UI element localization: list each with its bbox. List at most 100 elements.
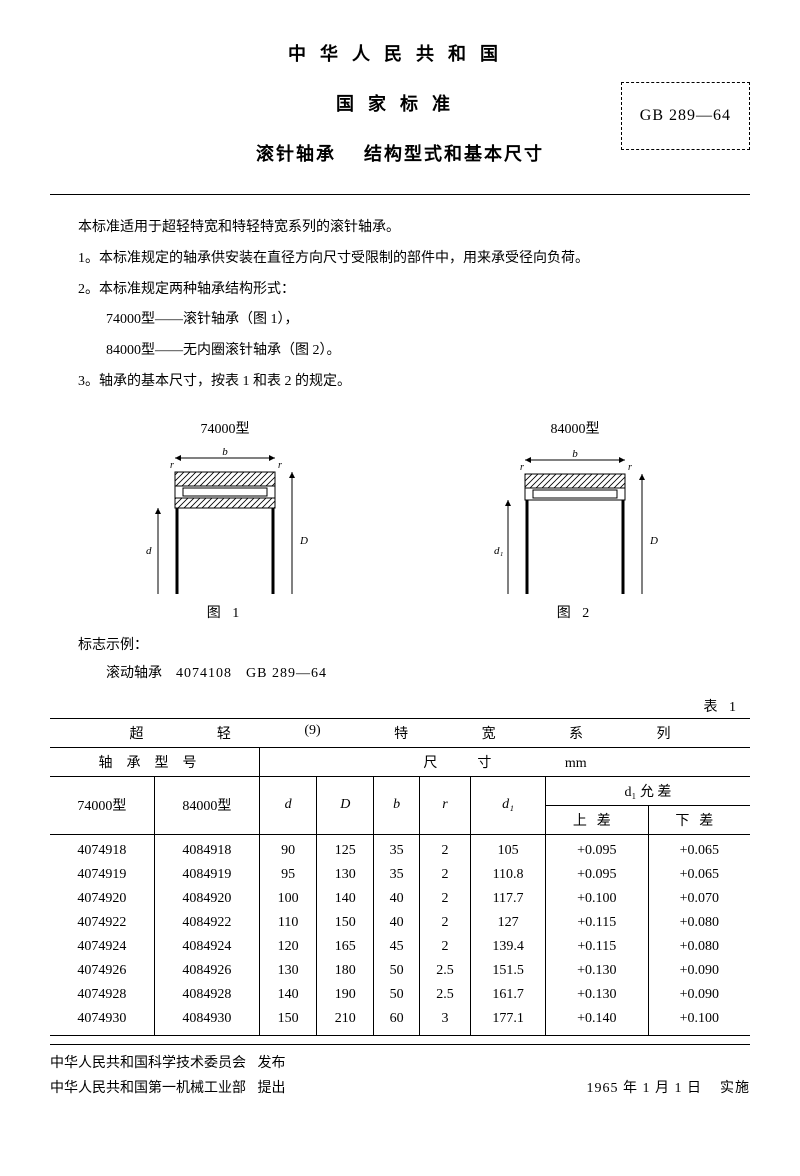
cell-lo: +0.065 xyxy=(648,834,750,863)
svg-text:D: D xyxy=(649,535,658,547)
cell-t84: 4084920 xyxy=(154,887,259,911)
cell-D: 180 xyxy=(317,959,374,983)
col-grp-model: 轴承型号 xyxy=(50,747,259,776)
cell-up: +0.100 xyxy=(546,887,649,911)
cell-d1: 139.4 xyxy=(471,935,546,959)
cell-d: 110 xyxy=(259,911,316,935)
col-grp-dim-unit: mm xyxy=(565,756,587,771)
svg-text:r: r xyxy=(170,460,174,471)
cell-d1: 127 xyxy=(471,911,546,935)
cell-d1: 117.7 xyxy=(471,887,546,911)
intro-p2b: 84000型——无内圈滚针轴承（图 2）。 xyxy=(50,336,750,367)
col-84000: 84000型 xyxy=(154,776,259,834)
svg-text:r: r xyxy=(278,460,282,471)
cell-b: 35 xyxy=(374,863,419,887)
cell-lo: +0.080 xyxy=(648,911,750,935)
footer-date-action: 实施 xyxy=(720,1081,750,1096)
cell-lo: +0.080 xyxy=(648,935,750,959)
cell-lo: +0.090 xyxy=(648,959,750,983)
col-b: b xyxy=(374,776,419,834)
cell-d1: 110.8 xyxy=(471,863,546,887)
divider xyxy=(50,194,750,195)
footer-left: 中华人民共和国科学技术委员会 发布 中华人民共和国第一机械工业部 提出 xyxy=(50,1051,286,1101)
cell-lo: +0.070 xyxy=(648,887,750,911)
table-row: 40749284084928140190502.5161.7+0.130+0.0… xyxy=(50,983,750,1007)
table-row: 4074918408491890125352105+0.095+0.065 xyxy=(50,834,750,863)
footer-right: 1965 年 1 月 1 日 实施 xyxy=(587,1076,751,1101)
cell-t84: 4084930 xyxy=(154,1007,259,1036)
cell-r: 2 xyxy=(419,887,470,911)
table-1: 超 轻 (9) 特 宽 系 列 轴承型号 尺寸 mm 74000型 84000型… xyxy=(50,718,750,1036)
footer-divider xyxy=(50,1044,750,1045)
cell-t84: 4084922 xyxy=(154,911,259,935)
svg-text:r: r xyxy=(628,462,632,473)
cell-r: 2.5 xyxy=(419,959,470,983)
standard-code-box: GB 289—64 xyxy=(621,82,750,150)
figure-1-caption: 图 1 xyxy=(140,602,310,622)
cell-D: 150 xyxy=(317,911,374,935)
example-std: GB 289—64 xyxy=(246,666,327,681)
cell-d1: 177.1 xyxy=(471,1007,546,1036)
cell-t74: 4074922 xyxy=(50,911,154,935)
cell-D: 165 xyxy=(317,935,374,959)
intro-p1: 1。本标准规定的轴承供安装在直径方向尺寸受限制的部件中，用来承受径向负荷。 xyxy=(50,244,750,275)
col-upper: 上差 xyxy=(546,805,649,834)
col-grp-dim: 尺寸 mm xyxy=(259,747,750,776)
cell-b: 45 xyxy=(374,935,419,959)
footer-org1-action: 发布 xyxy=(258,1056,286,1071)
col-D: D xyxy=(317,776,374,834)
figure-1-svg: b D d r r xyxy=(140,444,310,594)
cell-up: +0.115 xyxy=(546,911,649,935)
cell-b: 60 xyxy=(374,1007,419,1036)
cell-t74: 4074930 xyxy=(50,1007,154,1036)
figure-1: 74000型 b D d xyxy=(140,418,310,622)
svg-text:d₁: d₁ xyxy=(494,545,504,557)
cell-D: 125 xyxy=(317,834,374,863)
title-part-b: 结构型式和基本尺寸 xyxy=(364,144,544,164)
cell-up: +0.130 xyxy=(546,959,649,983)
cell-up: +0.115 xyxy=(546,935,649,959)
cell-lo: +0.100 xyxy=(648,1007,750,1036)
example-code: 4074108 xyxy=(176,666,232,681)
example-prefix: 滚动轴承 xyxy=(106,666,162,681)
cell-d: 95 xyxy=(259,863,316,887)
table-row: 40749304084930150210603177.1+0.140+0.100 xyxy=(50,1007,750,1036)
cell-t74: 4074918 xyxy=(50,834,154,863)
svg-text:b: b xyxy=(572,448,578,460)
svg-text:r: r xyxy=(520,462,524,473)
footer-org2: 中华人民共和国第一机械工业部 xyxy=(50,1081,246,1096)
cell-t74: 4074924 xyxy=(50,935,154,959)
intro-p2: 2。本标准规定两种轴承结构形式： xyxy=(50,275,750,306)
sh-5: 系 xyxy=(569,723,583,743)
cell-t84: 4084918 xyxy=(154,834,259,863)
svg-text:D: D xyxy=(299,535,308,547)
cell-lo: +0.065 xyxy=(648,863,750,887)
table-1-body: 4074918408491890125352105+0.095+0.065407… xyxy=(50,834,750,1035)
cell-d: 130 xyxy=(259,959,316,983)
sh-2: (9) xyxy=(304,723,320,743)
cell-up: +0.095 xyxy=(546,863,649,887)
col-grp-dim-text: 尺寸 xyxy=(423,752,531,772)
example-content: 滚动轴承 4074108 GB 289—64 xyxy=(50,660,750,688)
cell-t84: 4084928 xyxy=(154,983,259,1007)
table-row: 40749204084920100140402117.7+0.100+0.070 xyxy=(50,887,750,911)
cell-r: 2.5 xyxy=(419,983,470,1007)
footer: 中华人民共和国科学技术委员会 发布 中华人民共和国第一机械工业部 提出 1965… xyxy=(50,1051,750,1101)
cell-t74: 4074926 xyxy=(50,959,154,983)
cell-lo: +0.090 xyxy=(648,983,750,1007)
cell-d: 140 xyxy=(259,983,316,1007)
cell-b: 40 xyxy=(374,911,419,935)
cell-up: +0.095 xyxy=(546,834,649,863)
cell-d: 120 xyxy=(259,935,316,959)
table-super-header: 超 轻 (9) 特 宽 系 列 xyxy=(50,718,750,747)
cell-b: 40 xyxy=(374,887,419,911)
sh-3: 特 xyxy=(394,723,408,743)
figures-row: 74000型 b D d xyxy=(50,418,750,622)
cell-b: 35 xyxy=(374,834,419,863)
footer-date: 1965 年 1 月 1 日 xyxy=(587,1081,703,1096)
col-74000: 74000型 xyxy=(50,776,154,834)
cell-t84: 4084924 xyxy=(154,935,259,959)
cell-D: 140 xyxy=(317,887,374,911)
sh-6: 列 xyxy=(657,723,671,743)
intro-applies: 本标准适用于超轻特宽和特轻特宽系列的滚针轴承。 xyxy=(50,213,750,244)
